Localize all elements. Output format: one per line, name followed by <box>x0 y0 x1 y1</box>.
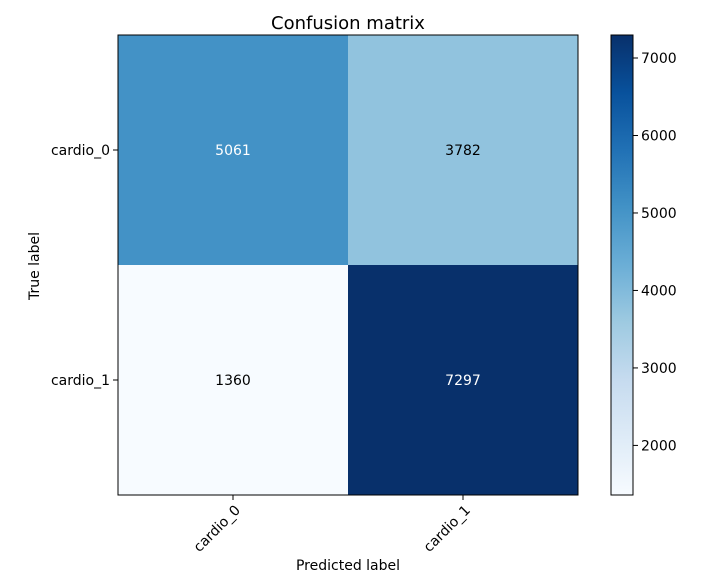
y-tick-label: cardio_1 <box>51 373 110 389</box>
colorbar-tick-label: 3000 <box>641 361 677 377</box>
colorbar-gradient <box>610 34 634 496</box>
plot-frame <box>117 34 579 496</box>
cell-value-label: 1360 <box>215 373 251 389</box>
heatmap-cell <box>118 265 348 495</box>
x-tick-label: cardio_0 <box>191 503 244 556</box>
cell-value-label: 3782 <box>445 143 481 159</box>
y-axis-ticks: cardio_0 cardio_1 <box>51 143 118 389</box>
x-axis-ticks: cardio_0 cardio_1 <box>191 495 474 556</box>
chart-title: Confusion matrix <box>271 13 425 34</box>
cell-value-label: 7297 <box>445 373 481 389</box>
colorbar-tick-label: 6000 <box>641 128 677 144</box>
colorbar-ticks: 2000 3000 4000 5000 6000 7000 <box>633 51 677 454</box>
heatmap-cell <box>348 35 578 265</box>
colorbar-tick-label: 5000 <box>641 206 677 222</box>
heatmap-cell-labels: 5061 3782 1360 7297 <box>215 143 481 389</box>
y-axis-label: True label <box>27 232 43 301</box>
x-axis-label: Predicted label <box>296 558 400 574</box>
cell-value-label: 5061 <box>215 143 251 159</box>
colorbar-tick-label: 7000 <box>641 51 677 67</box>
heatmap-cells <box>118 35 578 495</box>
x-tick-label: cardio_1 <box>421 503 474 556</box>
heatmap-cell <box>118 35 348 265</box>
colorbar: 2000 3000 4000 5000 6000 7000 <box>610 34 677 496</box>
heatmap-cell <box>348 265 578 495</box>
colorbar-tick-label: 2000 <box>641 438 677 454</box>
colorbar-tick-label: 4000 <box>641 283 677 299</box>
y-tick-label: cardio_0 <box>51 143 110 159</box>
